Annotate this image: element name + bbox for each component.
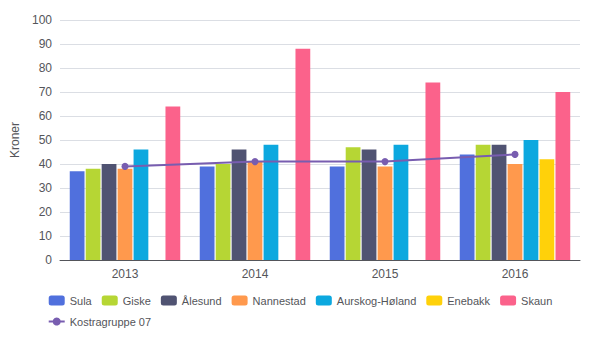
svg-text:2016: 2016 (502, 267, 529, 281)
svg-text:Giske: Giske (123, 295, 151, 307)
svg-text:Sula: Sula (70, 295, 93, 307)
svg-text:Ålesund: Ålesund (182, 295, 222, 307)
svg-text:40: 40 (39, 157, 53, 171)
svg-text:2013: 2013 (112, 267, 139, 281)
svg-text:90: 90 (39, 37, 53, 51)
svg-text:50: 50 (39, 133, 53, 147)
svg-text:70: 70 (39, 85, 53, 99)
svg-text:Skaun: Skaun (521, 295, 552, 307)
svg-text:80: 80 (39, 61, 53, 75)
svg-text:Enebakk: Enebakk (447, 295, 490, 307)
svg-text:Kroner: Kroner (8, 122, 22, 158)
svg-text:0: 0 (45, 253, 52, 267)
svg-text:2015: 2015 (372, 267, 399, 281)
svg-text:Aurskog-Høland: Aurskog-Høland (337, 295, 416, 307)
svg-text:60: 60 (39, 109, 53, 123)
svg-text:2014: 2014 (242, 267, 269, 281)
svg-text:20: 20 (39, 205, 53, 219)
svg-text:Kostragruppe 07: Kostragruppe 07 (70, 316, 151, 328)
svg-text:30: 30 (39, 181, 53, 195)
svg-text:Nannestad: Nannestad (253, 295, 306, 307)
svg-text:100: 100 (32, 13, 52, 27)
svg-text:10: 10 (39, 229, 53, 243)
